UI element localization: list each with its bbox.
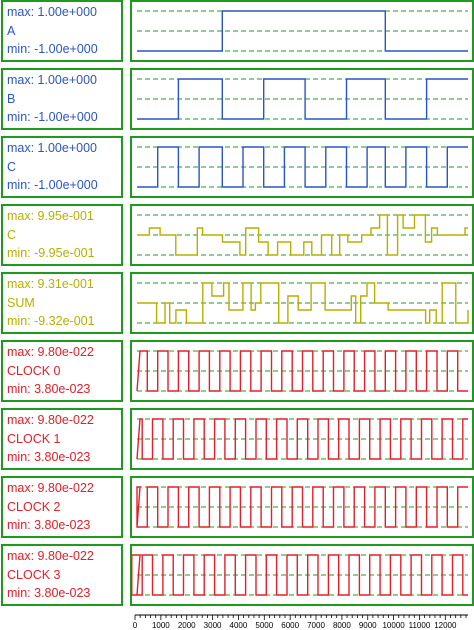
waveform-trace — [136, 418, 468, 460]
waveform-svg — [131, 554, 468, 596]
axis-tick-label: 9000 — [359, 621, 377, 630]
waveform-plot[interactable] — [130, 476, 474, 538]
waveform-plot[interactable] — [130, 408, 474, 470]
channel-name-label: C — [7, 228, 17, 242]
axis-tick-label: 1000 — [152, 621, 170, 630]
channel-row: max: 9.31e-001 SUM min: -9.32e-001 — [0, 272, 474, 334]
channel-name-label: CLOCK 1 — [7, 432, 61, 446]
channel-label-panel[interactable]: max: 9.80e-022 CLOCK 1 min: 3.80e-023 — [1, 408, 123, 470]
waveform-svg — [137, 78, 468, 120]
channel-name-label: SUM — [7, 296, 35, 310]
channel-row: max: 9.80e-022 CLOCK 0 min: 3.80e-023 — [0, 340, 474, 402]
axis-tick-label: 12000 — [434, 621, 457, 630]
channel-max-label: max: 1.00e+000 — [7, 73, 97, 87]
channel-min-label: min: 3.80e-023 — [7, 518, 91, 532]
waveform-trace — [136, 350, 468, 392]
channel-name-label: A — [7, 24, 16, 38]
waveform-trace — [137, 146, 468, 188]
channel-label-panel[interactable]: max: 9.80e-022 CLOCK 0 min: 3.80e-023 — [1, 340, 123, 402]
waveform-svg — [136, 350, 468, 392]
waveform-plot[interactable] — [130, 204, 474, 266]
channel-min-label: min: 3.80e-023 — [7, 586, 91, 600]
waveform-trace — [137, 78, 468, 120]
waveform-trace — [137, 10, 468, 52]
axis-tick-label: 3000 — [204, 621, 222, 630]
channel-label-panel[interactable]: max: 9.80e-022 CLOCK 2 min: 3.80e-023 — [1, 476, 123, 538]
channel-name-label: CLOCK 2 — [7, 500, 61, 514]
waveform-plot[interactable] — [130, 68, 474, 130]
waveform-svg — [136, 486, 468, 528]
axis-tick-label: 2000 — [178, 621, 196, 630]
channel-row: max: 9.80e-022 CLOCK 1 min: 3.80e-023 — [0, 408, 474, 470]
axis-tick-label: 4000 — [230, 621, 248, 630]
channel-max-label: max: 1.00e+000 — [7, 5, 97, 19]
channel-max-label: max: 9.31e-001 — [7, 277, 94, 291]
channel-max-label: max: 1.00e+000 — [7, 141, 97, 155]
channel-max-label: max: 9.80e-022 — [7, 413, 94, 427]
waveform-svg — [137, 282, 469, 324]
waveform-plot[interactable] — [130, 0, 474, 62]
waveform-plot[interactable] — [130, 340, 474, 402]
channel-row: max: 9.80e-022 CLOCK 2 min: 3.80e-023 — [0, 476, 474, 538]
channel-name-label: B — [7, 92, 16, 106]
waveform-svg — [137, 10, 468, 52]
waveform-plot[interactable] — [130, 272, 474, 334]
waveform-svg — [137, 214, 468, 256]
axis-tick-label: 11000 — [409, 621, 431, 630]
waveform-trace — [137, 282, 469, 324]
channel-max-label: max: 9.80e-022 — [7, 481, 94, 495]
channel-min-label: min: -9.32e-001 — [7, 314, 95, 328]
waveform-plot[interactable] — [130, 136, 474, 198]
channel-min-label: min: 3.80e-023 — [7, 382, 91, 396]
channel-min-label: min: -1.00e+000 — [7, 42, 98, 56]
axis-tick-label: 0 — [133, 621, 138, 630]
channel-min-label: min: 3.80e-023 — [7, 450, 91, 464]
waveform-svg — [137, 146, 468, 188]
channel-max-label: max: 9.95e-001 — [7, 209, 94, 223]
waveform-svg — [136, 418, 468, 460]
waveform-trace — [137, 214, 468, 256]
channel-name-label: C — [7, 160, 17, 174]
axis-tick-label: 8000 — [333, 621, 351, 630]
axis-tick-label: 5000 — [255, 621, 273, 630]
waveform-trace — [131, 554, 468, 596]
channel-max-label: max: 9.80e-022 — [7, 345, 94, 359]
axis-tick-label: 7000 — [307, 621, 325, 630]
channel-label-panel[interactable]: max: 9.80e-022 CLOCK 3 min: 3.80e-023 — [1, 544, 123, 606]
channel-max-label: max: 9.80e-022 — [7, 549, 94, 563]
channel-min-label: min: -1.00e+000 — [7, 110, 98, 124]
waveform-trace — [136, 486, 468, 528]
channel-min-label: min: -1.00e+000 — [7, 178, 98, 192]
channel-name-label: CLOCK 0 — [7, 364, 61, 378]
waveform-plot[interactable] — [130, 544, 474, 606]
axis-tick-label: 6000 — [281, 621, 299, 630]
channel-label-panel[interactable]: max: 9.31e-001 SUM min: -9.32e-001 — [1, 272, 123, 334]
time-axis: 0 1000 2000 3000 4000 5000 6000 7000 8000 9000 100… — [130, 614, 474, 630]
axis-svg: 0 1000 2000 3000 4000 5000 6000 7000 8000 9000 100… — [133, 614, 468, 630]
channel-min-label: min: -9.95e-001 — [7, 246, 95, 260]
channel-row: max: 9.80e-022 CLOCK 3 min: 3.80e-023 — [0, 544, 474, 606]
channel-name-label: CLOCK 3 — [7, 568, 61, 582]
axis-tick-label: 10000 — [382, 621, 405, 630]
